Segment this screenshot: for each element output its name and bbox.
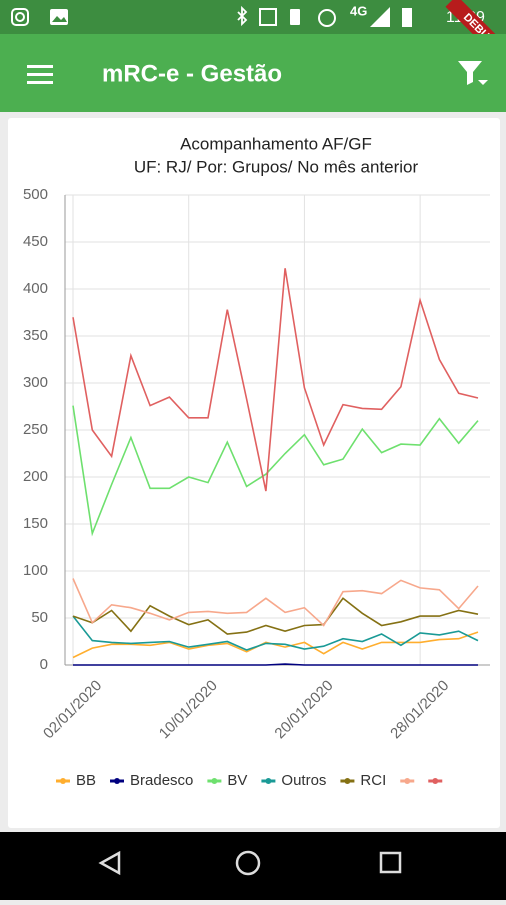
app-title: mRC-e - Gestão — [102, 60, 282, 87]
nav-bar — [0, 832, 506, 900]
menu-line — [27, 65, 53, 68]
series-line — [72, 631, 479, 659]
filter-icon — [458, 61, 482, 85]
chart-subtitle: UF: RJ/ Por: Grupos/ No mês anterior — [134, 157, 419, 176]
legend-marker-dot — [265, 778, 272, 784]
legend-marker-dot — [60, 778, 66, 784]
y-tick-label: 150 — [23, 515, 48, 532]
vibrate-icon — [290, 9, 300, 25]
series-line — [72, 405, 479, 537]
recents-button[interactable] — [379, 851, 402, 874]
legend: BB Bradesco BV Outros RCI — [56, 772, 443, 789]
instagram-icon-lens — [15, 12, 25, 22]
series-line — [73, 663, 478, 666]
y-tick-label: 500 — [23, 186, 48, 203]
legend-label: BV — [227, 772, 247, 789]
image-icon-mountain — [52, 16, 67, 22]
menu-button[interactable] — [27, 65, 53, 84]
series-line — [72, 268, 479, 492]
series-line — [72, 597, 479, 635]
legend-label: Bradesco — [130, 772, 193, 789]
legend-label: Outros — [281, 772, 326, 789]
network-type: 4G — [350, 3, 367, 18]
y-tick-label: 350 — [23, 327, 48, 344]
y-tick-label: 450 — [23, 233, 48, 250]
y-tick-label: 300 — [23, 374, 48, 391]
legend-marker-dot — [114, 778, 121, 784]
y-tick-label: 400 — [23, 280, 48, 297]
series-line — [72, 615, 479, 651]
filter-button[interactable] — [458, 61, 488, 85]
legend-marker-dot — [211, 778, 218, 784]
signal-icon — [370, 7, 390, 27]
legend-marker-dot — [432, 778, 439, 784]
chart-card — [8, 118, 500, 828]
filter-caret — [478, 80, 488, 85]
legend-marker-dot — [344, 778, 351, 784]
menu-line — [27, 81, 53, 84]
image-icon — [50, 9, 68, 25]
bluetooth-icon — [237, 5, 248, 27]
series-line — [72, 578, 479, 627]
legend-label: RCI — [360, 772, 386, 789]
chart-title: Acompanhamento AF/GF — [180, 134, 372, 153]
status-bar — [0, 0, 506, 34]
menu-line — [27, 73, 53, 76]
y-tick-label: 250 — [23, 421, 48, 438]
alarm-icon — [318, 9, 336, 27]
home-button[interactable] — [235, 850, 261, 876]
app-bar — [0, 34, 506, 112]
y-tick-label: 0 — [40, 656, 48, 673]
y-tick-label: 50 — [31, 609, 48, 626]
legend-label: BB — [76, 772, 96, 789]
instagram-icon — [11, 8, 29, 26]
legend-marker-dot — [404, 778, 411, 784]
battery-icon — [402, 8, 412, 27]
back-button[interactable] — [98, 850, 121, 876]
y-tick-label: 200 — [23, 468, 48, 485]
nfc-icon — [259, 8, 277, 26]
y-tick-label: 100 — [23, 562, 48, 579]
